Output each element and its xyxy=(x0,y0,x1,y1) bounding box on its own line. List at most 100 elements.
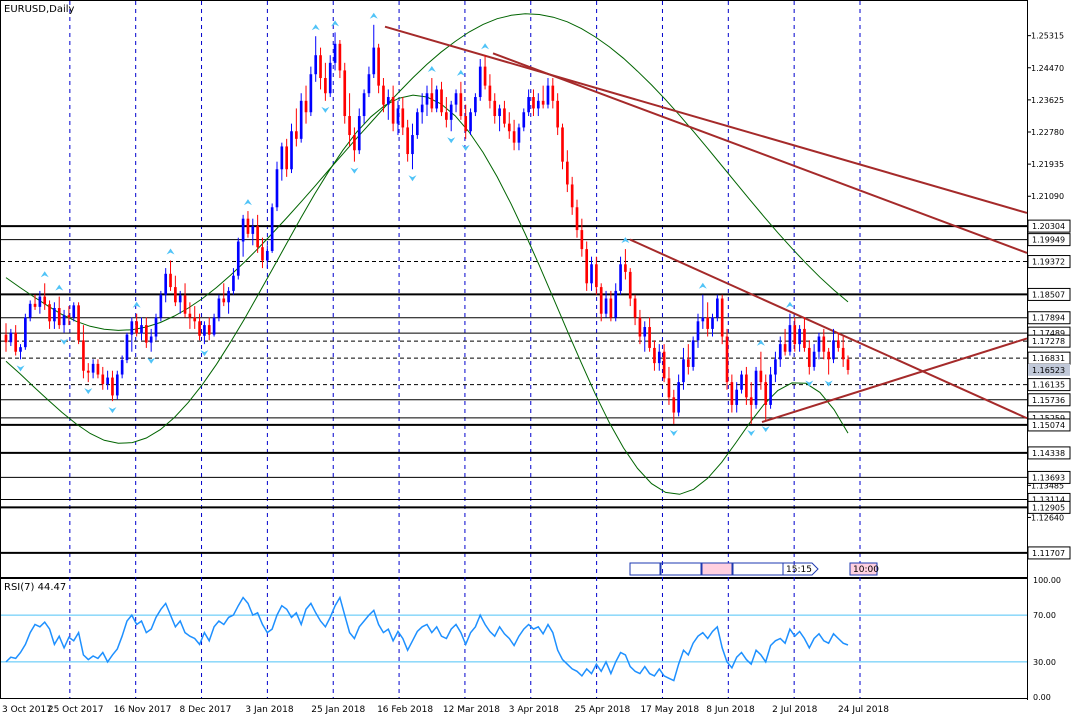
x-tick-label: 16 Nov 2017 xyxy=(114,705,172,715)
candle-body xyxy=(174,287,177,303)
x-tick-label: 3 Oct 2017 xyxy=(2,705,52,715)
candle-body xyxy=(769,374,772,405)
candle-body xyxy=(135,321,138,334)
price-axis: 1.25315 1.24470 1.23625 1.22780 1.21935 1.210… xyxy=(1027,32,1071,560)
level-label: 1.15259 xyxy=(1032,414,1065,423)
candle-body xyxy=(125,334,129,361)
level-label: 1.16135 xyxy=(1032,381,1065,390)
band-upper xyxy=(5,13,849,331)
candle-body xyxy=(203,325,206,336)
candle-body xyxy=(846,359,850,370)
candle-body xyxy=(711,317,714,329)
rsi-title: RSI(7) 44.47 xyxy=(4,582,66,593)
level-label: 1.18507 xyxy=(1032,290,1065,299)
candle-body xyxy=(566,161,569,185)
candle-body xyxy=(604,298,608,314)
y-tick-label: 1.21935 xyxy=(1031,160,1064,169)
fractal-down-icon xyxy=(461,144,470,151)
candle-body xyxy=(803,328,806,348)
candle-body xyxy=(682,359,685,383)
candle-body xyxy=(469,112,472,132)
candle-body xyxy=(817,336,821,352)
candle-body xyxy=(33,303,37,307)
candle-body xyxy=(270,207,274,251)
candle-body xyxy=(382,85,385,105)
candle-body xyxy=(759,370,763,383)
x-tick-label: 24 Jul 2018 xyxy=(838,705,889,715)
candle-body xyxy=(82,340,85,371)
candle-body xyxy=(149,336,153,343)
fractal-down-icon xyxy=(147,357,156,364)
level-label-box xyxy=(1027,334,1071,348)
horizontal-levels xyxy=(1,225,1027,554)
candle-body xyxy=(48,304,51,322)
candle-body xyxy=(391,97,395,124)
level-label: 1.17489 xyxy=(1032,329,1065,338)
candle-body xyxy=(638,317,642,337)
time-label-b: 10:00 xyxy=(853,565,879,575)
candle-body xyxy=(183,295,187,314)
candle-body xyxy=(561,127,564,162)
candle-body xyxy=(115,374,119,396)
candle-body xyxy=(198,321,201,336)
level-label: 1.16831 xyxy=(1032,354,1065,363)
level-label-box xyxy=(1027,393,1071,407)
candle-body xyxy=(101,374,105,385)
fractal-down-icon xyxy=(669,429,678,436)
trendline xyxy=(492,52,1028,254)
candle-body xyxy=(498,108,501,117)
candle-body xyxy=(24,317,27,348)
candle-body xyxy=(807,347,811,367)
candle-body xyxy=(512,131,516,143)
fractal-down-icon xyxy=(447,137,456,144)
level-label: 1.15074 xyxy=(1032,421,1065,430)
fractal-up-icon xyxy=(456,69,465,76)
y-tick-label: 1.21090 xyxy=(1031,192,1064,201)
candle-body xyxy=(764,382,768,405)
candle-body xyxy=(493,100,497,117)
candle-body xyxy=(798,328,801,345)
candle-body xyxy=(628,271,632,299)
candle-body xyxy=(701,317,705,322)
candle-body xyxy=(309,74,313,113)
candle-body xyxy=(43,296,47,305)
fractal-arrows xyxy=(16,12,833,436)
candle-body xyxy=(130,321,134,335)
candle-body xyxy=(62,315,66,326)
candle-body xyxy=(595,264,598,288)
level-label: 1.12905 xyxy=(1032,503,1065,512)
level-label: 1.17894 xyxy=(1032,314,1065,323)
candle-body xyxy=(435,89,439,109)
candle-body xyxy=(478,66,482,98)
candle-body xyxy=(716,298,719,318)
candle-body xyxy=(338,43,342,71)
candle-body xyxy=(624,264,627,272)
candles xyxy=(4,24,850,424)
candle-body xyxy=(106,377,109,385)
candle-body xyxy=(304,100,308,113)
candle-body xyxy=(53,308,56,322)
candle-body xyxy=(154,317,158,337)
candle-body xyxy=(159,294,163,318)
candle-body xyxy=(691,340,695,367)
candle-body xyxy=(580,230,584,250)
candle-body xyxy=(19,347,22,352)
candle-body xyxy=(169,273,172,288)
candle-body xyxy=(836,340,840,348)
candle-body xyxy=(38,296,42,307)
candle-body xyxy=(556,100,559,128)
fractal-up-icon xyxy=(481,43,490,50)
candle-body xyxy=(285,146,288,170)
y-tick-label: 1.13485 xyxy=(1031,481,1064,490)
candle-body xyxy=(246,218,250,234)
candle-body xyxy=(532,97,535,109)
fractal-down-icon xyxy=(408,175,417,182)
trendlines xyxy=(384,25,1028,423)
candle-body xyxy=(217,298,221,318)
level-label-box xyxy=(1027,219,1071,233)
candle-body xyxy=(653,347,656,364)
candle-body xyxy=(256,226,259,248)
rsi-tick-label: 30.00 xyxy=(1033,658,1056,667)
